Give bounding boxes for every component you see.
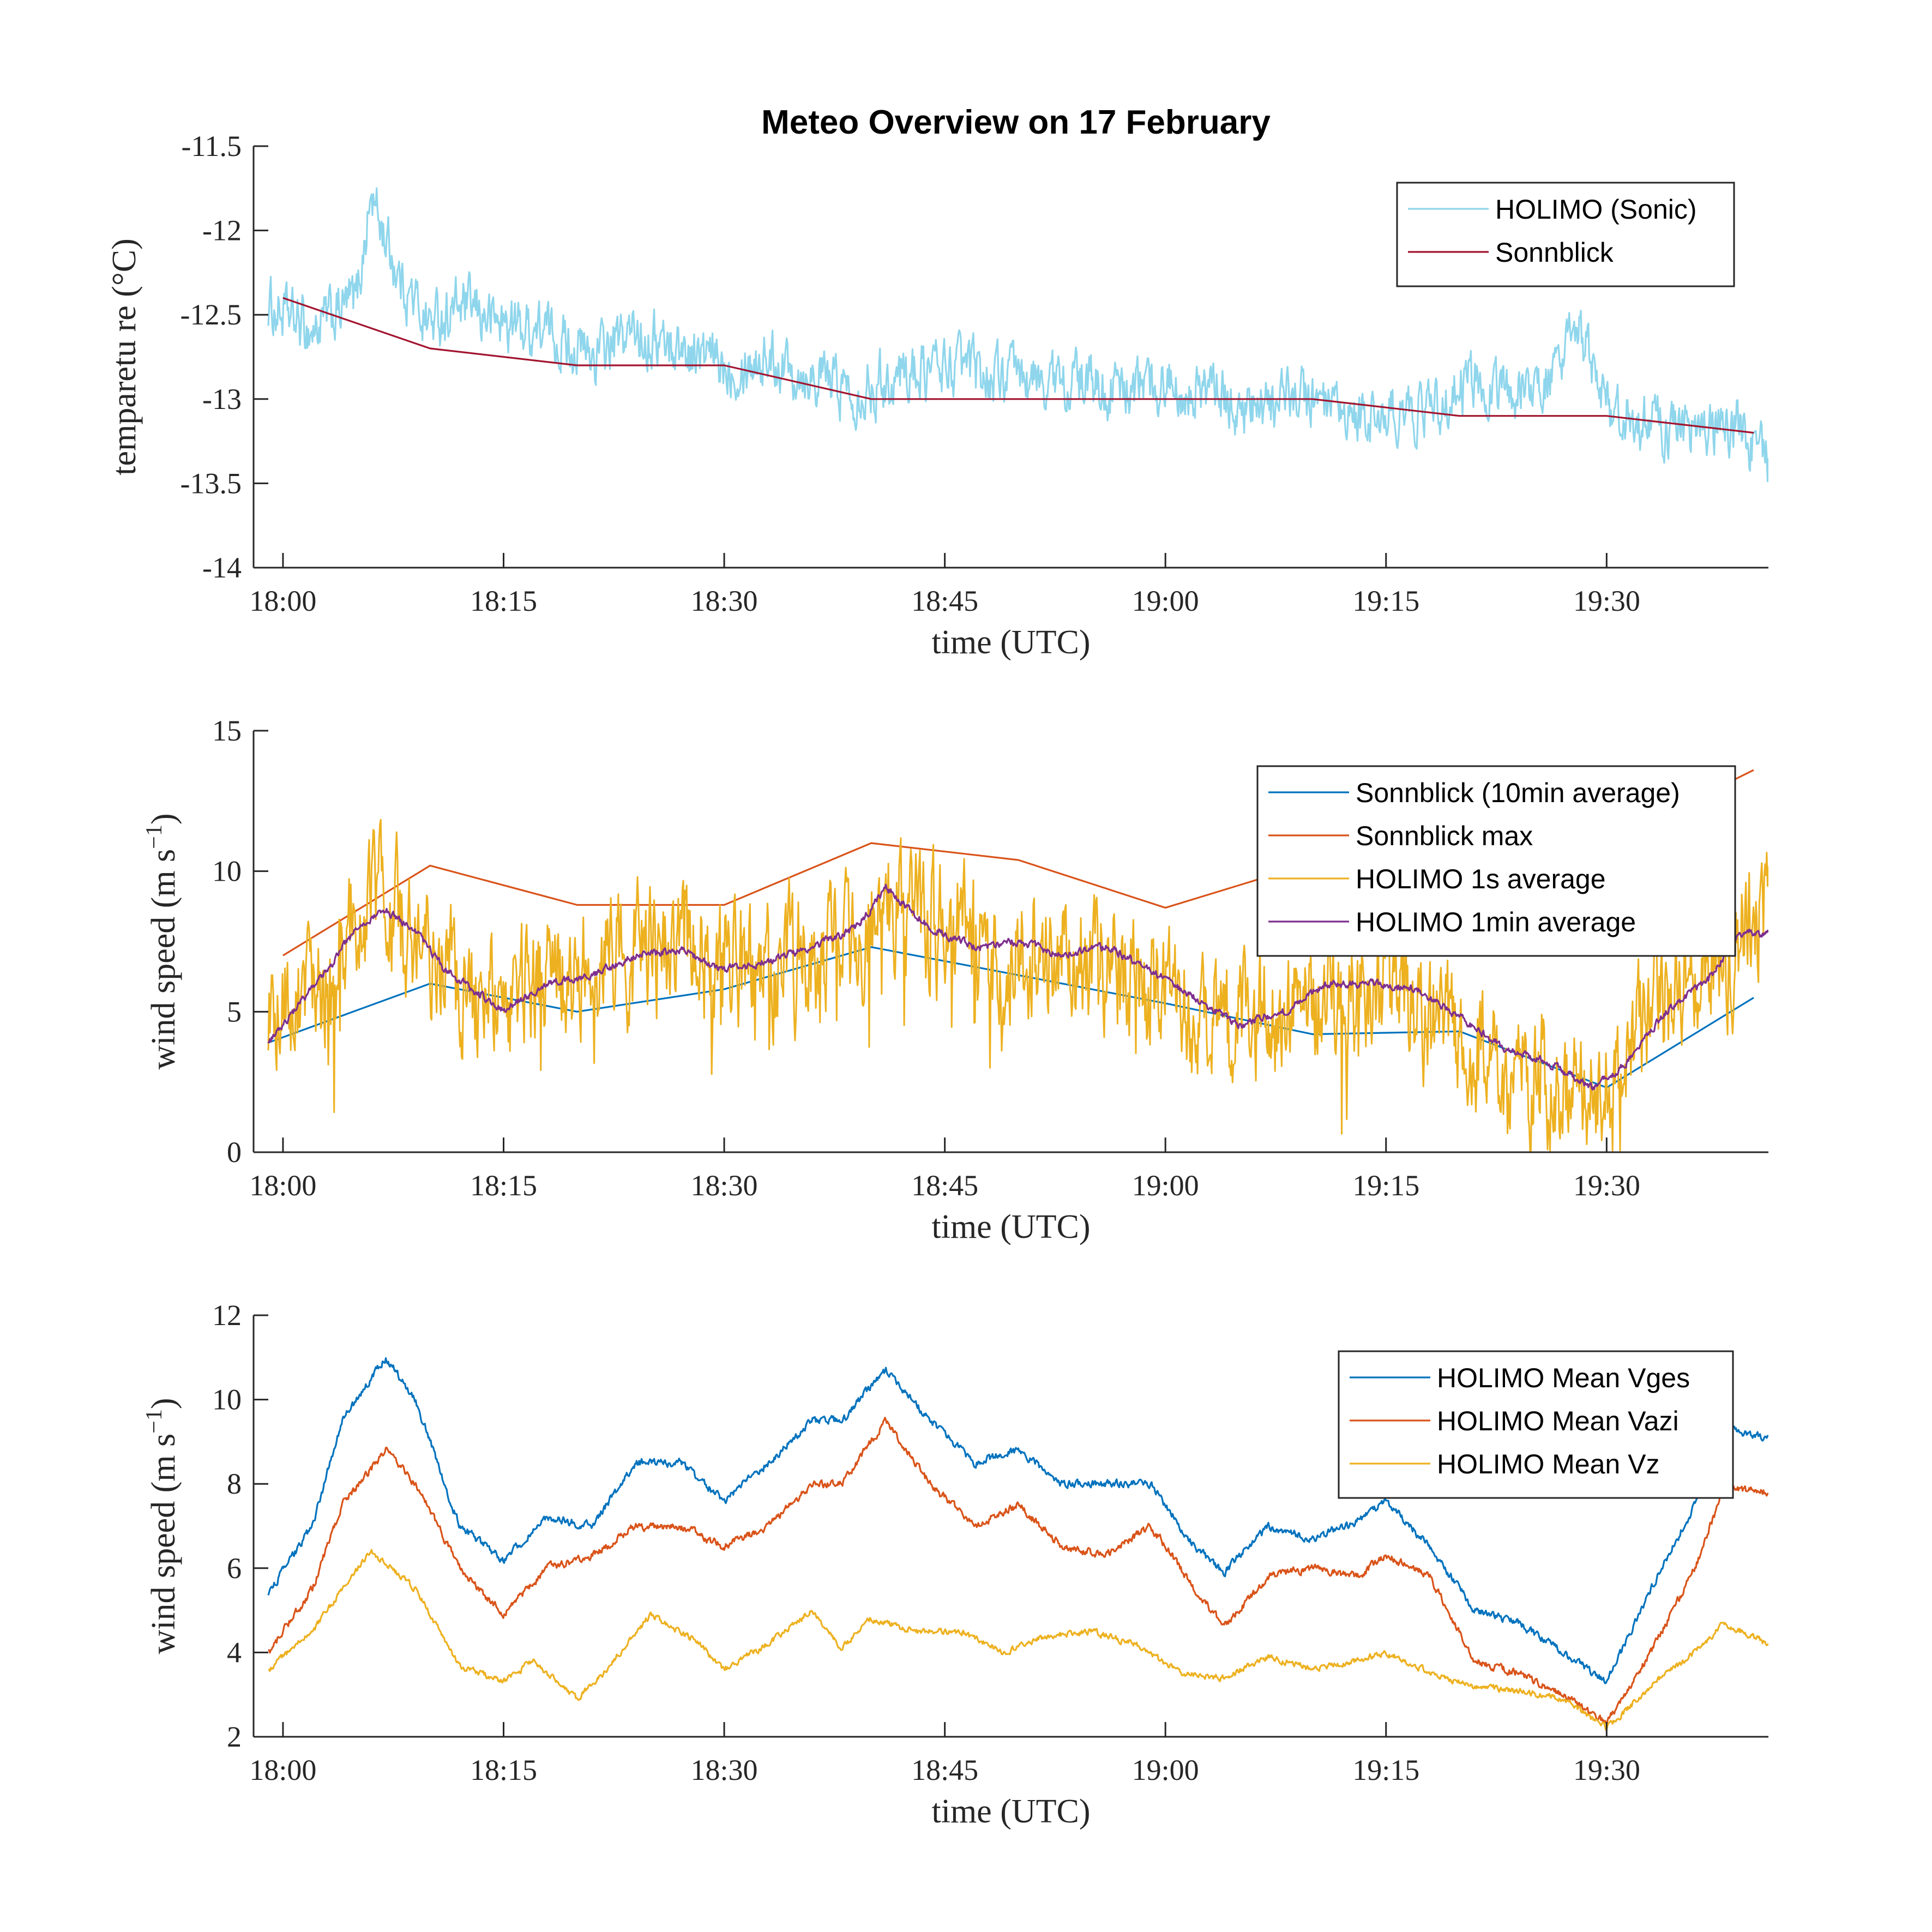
legend: HOLIMO Mean Vges HOLIMO Mean Vazi HOLIMO M… — [1338, 1350, 1734, 1499]
x-tick-label: 18:15 — [470, 1754, 537, 1786]
y-tick-label: 10 — [212, 855, 242, 888]
x-tick-label: 18:00 — [249, 1754, 316, 1786]
y-tick-label: -11.5 — [182, 130, 242, 162]
figure-title: Meteo Overview on 17 February — [761, 104, 1271, 141]
y-axis-label: wind speed (m s−1) — [142, 813, 182, 1069]
y-tick-label: 15 — [212, 714, 242, 747]
legend-box — [1338, 1350, 1734, 1499]
x-axis-label: time (UTC) — [932, 1208, 1091, 1245]
legend-label: HOLIMO Mean Vz — [1437, 1449, 1659, 1479]
series-line-1 — [267, 1357, 1768, 1684]
x-tick-label: 18:45 — [911, 585, 978, 617]
x-tick-label: 19:15 — [1352, 1169, 1419, 1202]
x-tick-label: 19:30 — [1573, 585, 1640, 617]
y-tick-label: 10 — [212, 1383, 242, 1416]
y-tick-label: 4 — [227, 1636, 242, 1669]
chart-panel-1: 18:00 18:15 18:30 18:45 19:00 19:15 19:30 -14 -1… — [106, 130, 1768, 661]
x-tick-label: 18:00 — [249, 1169, 316, 1202]
y-tick-label: 0 — [227, 1136, 242, 1169]
y-axis-label: temparetu re (°C) — [106, 238, 143, 475]
y-tick-label: -13 — [202, 383, 242, 416]
x-tick-label: 18:15 — [470, 585, 537, 617]
x-tick-label: 19:30 — [1573, 1169, 1640, 1202]
y-tick-label: -12 — [202, 214, 242, 247]
y-tick-label: -13.5 — [180, 467, 242, 499]
y-tick-label: 5 — [227, 995, 242, 1028]
series-line-2 — [282, 297, 1754, 434]
x-tick-label: 18:30 — [691, 585, 758, 617]
y-tick-label: -14 — [202, 551, 242, 584]
x-tick-label: 18:45 — [911, 1169, 978, 1202]
x-axis-label: time (UTC) — [932, 1793, 1091, 1830]
x-tick-label: 18:30 — [691, 1169, 758, 1202]
x-tick-label: 19:30 — [1573, 1754, 1640, 1786]
chart-panel-3: 18:00 18:15 18:30 18:45 19:00 19:15 19:30 2 4 6 8 1… — [142, 1299, 1768, 1830]
x-tick-label: 19:00 — [1132, 1754, 1199, 1786]
legend-label: Sonnblick (10min average) — [1356, 778, 1680, 808]
x-axis-label: time (UTC) — [932, 624, 1091, 661]
legend-label: Sonnblick max — [1356, 821, 1533, 851]
legend: Sonnblick (10min average) Sonnblick max HO… — [1256, 765, 1736, 957]
legend-label: HOLIMO (Sonic) — [1495, 194, 1697, 225]
x-tick-label: 18:00 — [249, 585, 316, 617]
x-tick-label: 18:15 — [470, 1169, 537, 1202]
x-tick-label: 19:00 — [1132, 585, 1199, 617]
y-tick-label: 12 — [212, 1299, 242, 1332]
chart-panel-2: 18:00 18:15 18:30 18:45 19:00 19:15 19:30 0 5 10 1… — [142, 714, 1768, 1245]
legend-label: HOLIMO 1s average — [1356, 864, 1606, 894]
legend-label: HOLIMO Mean Vges — [1437, 1363, 1690, 1393]
x-tick-label: 19:00 — [1132, 1169, 1199, 1202]
series-line-4 — [267, 883, 1768, 1091]
legend-box — [1396, 182, 1735, 287]
y-axis-label: wind speed (m s−1) — [142, 1398, 182, 1654]
series-line-3 — [268, 1549, 1768, 1731]
legend: HOLIMO (Sonic) Sonnblick — [1396, 182, 1735, 287]
series-line-2 — [267, 1417, 1768, 1725]
legend-label: Sonnblick — [1495, 237, 1614, 268]
series-line-1 — [267, 187, 1768, 483]
y-tick-label: 6 — [227, 1552, 242, 1585]
legend-box — [1256, 765, 1736, 957]
plot-area — [267, 1357, 1768, 1731]
legend-label: HOLIMO 1min average — [1356, 907, 1636, 937]
x-tick-label: 18:30 — [691, 1754, 758, 1786]
plot-area — [267, 187, 1768, 483]
y-tick-label: 8 — [227, 1467, 242, 1500]
x-tick-label: 18:45 — [911, 1754, 978, 1786]
x-tick-label: 19:15 — [1352, 585, 1419, 617]
x-tick-label: 19:15 — [1352, 1754, 1419, 1786]
legend-label: HOLIMO Mean Vazi — [1437, 1406, 1679, 1436]
y-tick-label: 2 — [227, 1720, 242, 1753]
y-tick-label: -12.5 — [180, 298, 242, 331]
